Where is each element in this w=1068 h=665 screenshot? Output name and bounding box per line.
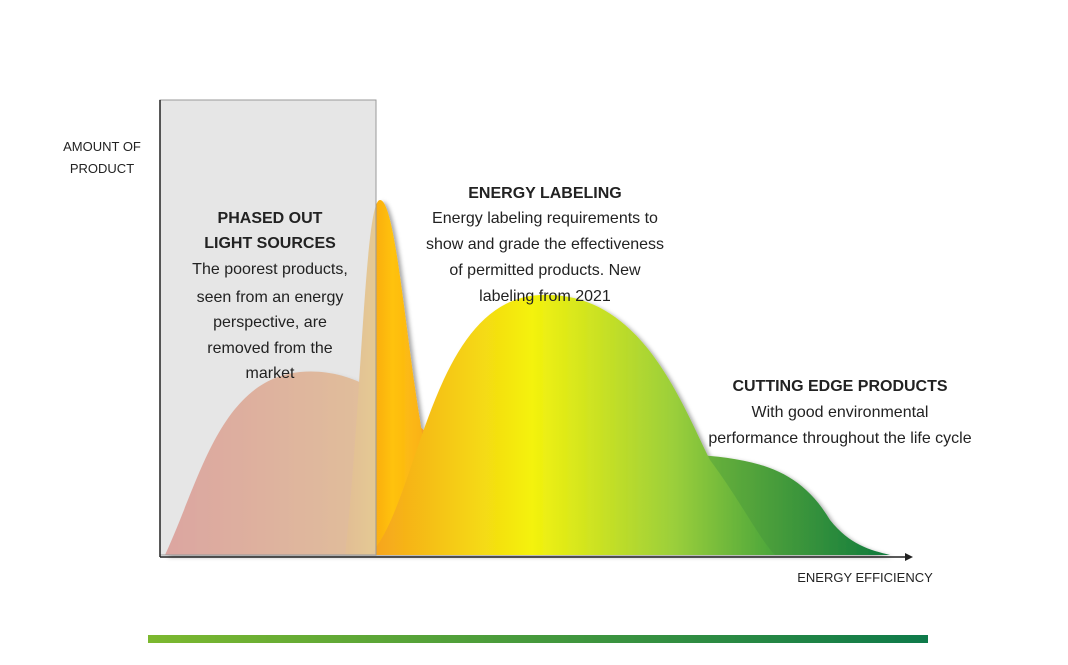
annotation-text: market xyxy=(246,365,295,382)
phased-out-box xyxy=(159,99,377,556)
curve-energy-labeling xyxy=(370,294,775,555)
annotation-text: Energy labeling requirements to xyxy=(432,210,658,227)
annotation-text: performance throughout the life cycle xyxy=(708,430,971,447)
efficiency-bar xyxy=(148,635,928,643)
annotation-title: ENERGY LABELING xyxy=(468,185,622,202)
annotation-text: seen from an energy xyxy=(197,289,344,306)
annotation-title: CUTTING EDGE PRODUCTS xyxy=(732,378,947,395)
annotation-text: labeling from 2021 xyxy=(479,288,611,305)
annotation-text: perspective, are xyxy=(213,314,327,331)
annotation-title: PHASED OUT xyxy=(218,210,323,227)
y-axis-label: PRODUCT xyxy=(70,161,134,176)
y-axis-label: AMOUNT OF xyxy=(63,139,141,154)
annotation-text: removed from the xyxy=(207,340,332,357)
annotation-text: show and grade the effectiveness xyxy=(426,236,664,253)
annotation-text: With good environmental xyxy=(752,404,929,421)
annotation-text: The poorest products, xyxy=(192,261,348,278)
x-axis-label: ENERGY EFFICIENCY xyxy=(797,570,933,585)
annotation-title: LIGHT SOURCES xyxy=(204,235,336,252)
annotation-text: of permitted products. New xyxy=(449,262,641,279)
x-axis-arrow xyxy=(905,553,913,561)
